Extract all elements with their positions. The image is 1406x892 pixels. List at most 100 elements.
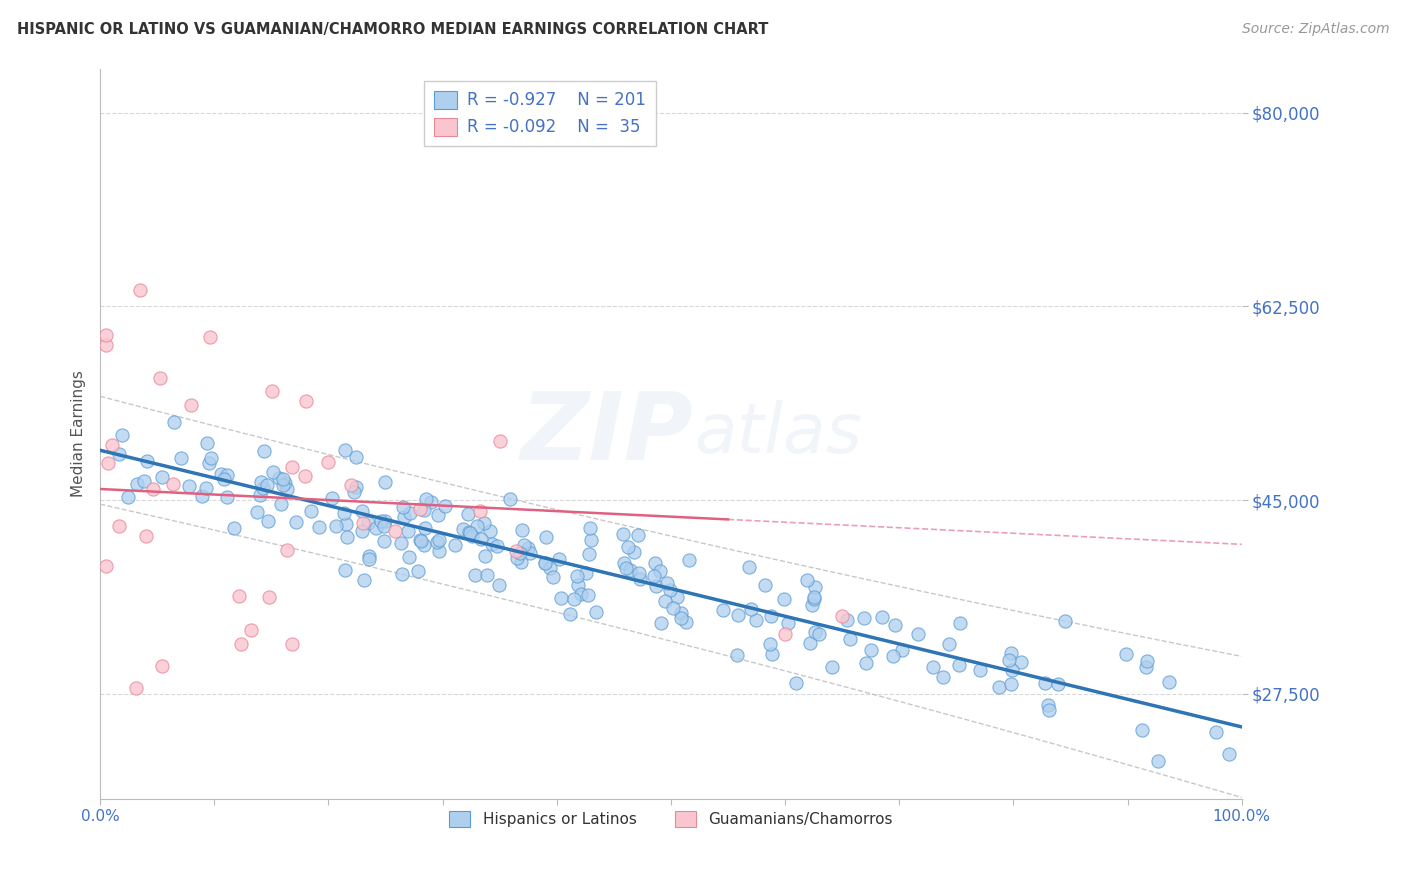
Point (413, 503, 436, 517)
Point (333, 506, 356, 520)
Point (758, 637, 780, 651)
Point (662, 601, 685, 615)
Point (510, 523, 533, 537)
Point (344, 480, 367, 494)
Point (472, 516, 495, 530)
Point (481, 537, 503, 551)
Point (870, 610, 893, 624)
Point (534, 530, 557, 544)
Point (1147, 754, 1170, 768)
Point (162, 477, 184, 491)
Point (252, 481, 274, 495)
Point (94, 337, 117, 351)
Point (294, 468, 316, 483)
Point (389, 535, 412, 549)
Point (938, 637, 960, 651)
Point (308, 520, 330, 534)
Point (1036, 698, 1059, 712)
Point (111, 428, 134, 442)
Point (987, 680, 1010, 694)
Point (853, 611, 876, 625)
Point (392, 500, 415, 514)
Point (276, 543, 298, 558)
Point (648, 564, 671, 578)
Point (370, 514, 392, 528)
Point (94, 558, 117, 573)
Point (475, 568, 498, 582)
Point (740, 601, 762, 615)
Text: atlas: atlas (693, 401, 862, 467)
Point (340, 477, 363, 491)
Point (94, 327, 117, 342)
Point (274, 475, 297, 490)
Point (353, 573, 375, 587)
Point (150, 470, 173, 484)
Point (250, 475, 273, 490)
Point (585, 605, 607, 619)
Point (541, 570, 564, 584)
Point (270, 497, 292, 511)
Point (325, 519, 347, 533)
Point (262, 465, 284, 479)
Point (271, 478, 294, 492)
Point (485, 539, 508, 553)
Point (550, 591, 572, 605)
Point (1115, 647, 1137, 661)
Point (132, 475, 155, 489)
Point (785, 676, 807, 690)
Point (1136, 654, 1159, 668)
Point (135, 454, 157, 468)
Point (725, 648, 748, 662)
Point (409, 502, 432, 516)
Point (509, 555, 531, 569)
Point (373, 518, 395, 533)
Point (669, 611, 692, 625)
Point (249, 488, 271, 502)
Point (336, 530, 359, 544)
Point (350, 524, 373, 538)
Point (391, 567, 413, 582)
Point (512, 538, 534, 552)
Point (478, 524, 501, 539)
Point (569, 587, 592, 601)
Point (838, 632, 860, 647)
Point (470, 533, 492, 547)
Point (1205, 725, 1227, 739)
Point (470, 504, 492, 518)
Point (240, 624, 263, 638)
Point (799, 636, 821, 650)
Point (352, 504, 374, 518)
Point (759, 609, 782, 624)
Point (998, 653, 1021, 667)
Point (644, 557, 666, 571)
Point (1033, 676, 1056, 690)
Point (882, 649, 904, 664)
Point (180, 398, 202, 412)
Point (344, 450, 367, 464)
Point (619, 563, 641, 577)
Point (1038, 703, 1060, 717)
Point (411, 533, 433, 548)
Point (534, 557, 557, 571)
Point (778, 615, 800, 630)
Point (1010, 655, 1032, 669)
Point (612, 527, 634, 541)
Point (299, 504, 322, 518)
Point (575, 566, 598, 580)
Point (969, 663, 991, 677)
Point (194, 481, 217, 495)
Point (567, 578, 589, 592)
Point (1053, 615, 1076, 629)
Point (883, 617, 905, 632)
Point (108, 519, 131, 533)
Point (259, 590, 281, 604)
Point (678, 553, 700, 567)
Point (276, 483, 298, 497)
Point (373, 534, 395, 549)
Point (654, 593, 676, 607)
Point (457, 507, 479, 521)
Point (357, 516, 380, 530)
Point (457, 524, 479, 539)
Point (217, 490, 239, 504)
Point (835, 613, 858, 627)
